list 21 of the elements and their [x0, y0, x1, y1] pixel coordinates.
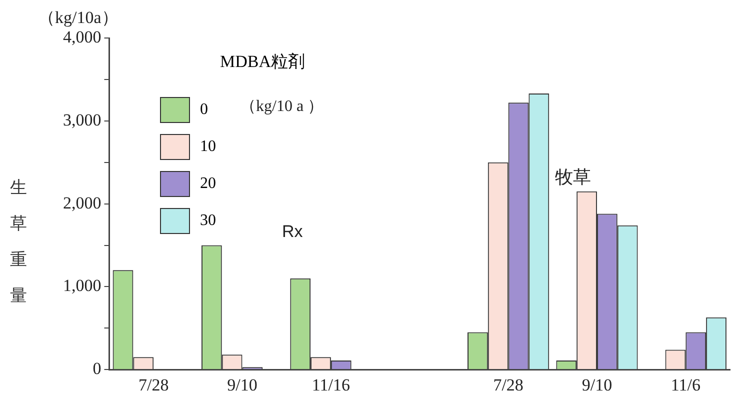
- legend-title: MDBA粒剤: [220, 51, 306, 73]
- y-tick-label: 0: [92, 359, 102, 378]
- text: （kg/10a）: [38, 7, 118, 29]
- legend-label: 10: [200, 138, 216, 156]
- annotation: 牧草: [555, 166, 591, 189]
- y-tick-label: 4,000: [63, 27, 102, 46]
- x-tick-label: 9/10: [227, 375, 258, 394]
- x-tick-label: 11/6: [670, 375, 700, 394]
- annotation: Rx: [282, 222, 303, 242]
- y-tick-label: 1,000: [63, 276, 102, 296]
- x-tick-label: 9/10: [582, 375, 612, 394]
- y-axis-title: 生草重量: [10, 177, 28, 307]
- x-tick-label: 7/28: [493, 375, 524, 394]
- annotation: （kg/10 a ）: [240, 97, 324, 117]
- legend-label: 0: [200, 100, 208, 118]
- x-tick-label: 11/16: [312, 375, 350, 394]
- legend-label: 30: [200, 212, 216, 230]
- x-tick-label: 7/28: [138, 375, 169, 394]
- legend-label: 20: [200, 174, 216, 192]
- y-tick-label: 3,000: [63, 110, 102, 130]
- y-tick-label: 2,000: [63, 193, 102, 212]
